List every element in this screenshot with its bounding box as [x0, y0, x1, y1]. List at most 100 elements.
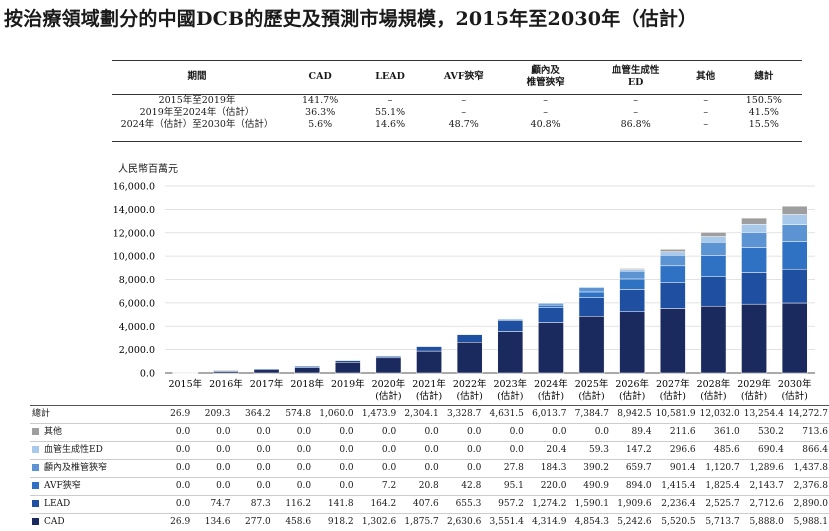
data-cell: 141.8: [313, 495, 356, 514]
cagr-value-cell: –: [387, 95, 393, 106]
cagr-value-cell: 86.8%: [620, 119, 651, 130]
bar-segment-CAD: [334, 362, 361, 374]
data-cell: 13,254.4: [741, 405, 786, 424]
bar-segment-AVF狹窄: [375, 355, 402, 357]
cagr-value-cell: 55.1%: [374, 107, 406, 118]
cagr-row: 2015年至2019年 141.7% – – – – – 150.5%: [112, 95, 802, 108]
cagr-value-cell: 36.3%: [305, 107, 336, 118]
cagr-value-cell: –: [543, 107, 548, 118]
x-category-label: 2024年(估計): [534, 378, 568, 402]
data-cell: 277.0: [232, 513, 273, 531]
data-cell: 20.4: [525, 441, 569, 460]
data-cell: 0.0: [272, 441, 314, 460]
data-cell: 361.0: [697, 423, 742, 442]
data-cell: 0.0: [153, 459, 193, 478]
legend-label: CAD: [44, 517, 65, 527]
cagr-period-cell: 2024年（估計）至2030年（估計）: [120, 119, 274, 130]
cagr-value-cell: –: [461, 95, 467, 106]
bar-segment-CAD: [578, 316, 605, 374]
data-cell: 116.2: [272, 495, 314, 514]
bar-segment-AVF狹窄: [700, 255, 727, 277]
cagr-header-row: 期間 CAD LEAD AVF狹窄 顱內及 椎管狹窄 血管生成性 ED 其他 總計: [112, 60, 802, 95]
bar-segment-其他: [781, 205, 808, 215]
chart-title: 按治療領域劃分的中國DCB的歷史及預測市場規模，2015年至2030年（估計）: [4, 8, 698, 30]
data-cell: 1,302.6: [355, 513, 399, 531]
data-cell: 0.0: [355, 441, 399, 460]
cagr-row: 2024年（估計）至2030年（估計） 5.6% 14.6% 48.7% 40.8% 86…: [112, 119, 802, 131]
cagr-value-cell: –: [543, 95, 548, 106]
y-tick-label: 14,000.0: [113, 205, 155, 216]
data-cell: 26.9: [153, 405, 193, 424]
data-cell: 713.6: [785, 423, 829, 442]
data-cell: 0.0: [398, 441, 441, 460]
cagr-header-5: 血管生成性 ED: [585, 60, 686, 95]
cagr-value-cell: –: [703, 107, 709, 118]
data-cell: 8,942.5: [611, 405, 654, 424]
data-cell: 364.2: [232, 405, 273, 424]
data-row-label-cell: 顱內及椎管狹窄: [30, 459, 154, 478]
x-category-label: 2030年(估計): [778, 378, 812, 402]
data-cell: 530.2: [741, 423, 786, 442]
data-row: LEAD 0.0 74.7 87.3 116.2 141.8 164.2 407.6 655.3…: [30, 495, 829, 514]
chart-bars: [172, 205, 808, 374]
bar-segment-顱內及椎管狹窄: [700, 242, 727, 256]
data-cell: 957.2: [483, 495, 526, 514]
data-cell: 690.4: [741, 441, 786, 460]
bar-segment-CAD: [456, 342, 483, 374]
bar-segment-其他: [659, 249, 686, 253]
data-cell: 209.3: [192, 405, 233, 424]
cagr-header-7: 總計: [725, 60, 802, 95]
cagr-value-cell: –: [461, 107, 467, 118]
cagr-header-3: AVF狹窄: [421, 60, 506, 95]
data-cell: 147.2: [611, 441, 654, 460]
data-row-label-cell: 其他: [30, 423, 154, 442]
data-cell: 574.8: [272, 405, 314, 424]
data-cell: 4,631.5: [483, 405, 526, 424]
data-cell: 1,415.4: [653, 477, 698, 496]
bar-segment-血管生成性ED: [700, 236, 727, 243]
data-cell: 0.0: [232, 477, 273, 496]
data-cell: 0.0: [313, 423, 356, 442]
data-cell: 2,376.8: [785, 477, 829, 496]
cagr-header-2: LEAD: [358, 60, 422, 95]
data-cell: 59.3: [568, 441, 612, 460]
data-cell: 0.0: [355, 459, 399, 478]
x-category-label: 2016年: [209, 378, 243, 390]
bar-segment-AVF狹窄: [619, 278, 646, 290]
legend-swatch: [32, 446, 39, 453]
data-row-label-cell: 血管生成性ED: [30, 441, 154, 460]
legend-label: 其他: [44, 427, 63, 437]
bar-segment-AVF狹窄: [741, 247, 767, 273]
data-cell: 0.0: [483, 441, 526, 460]
bar-segment-其他: [619, 268, 646, 270]
y-tick-label: 4,000.0: [119, 322, 155, 333]
data-cell: 1,437.8: [785, 459, 829, 478]
data-row: AVF狹窄 0.0 0.0 0.0 0.0 0.0 7.2 20.8 42.8 95.1 220.0…: [30, 477, 829, 496]
cagr-header-6: 其他: [685, 60, 726, 95]
cagr-value-cell: 141.7%: [302, 95, 339, 106]
cagr-value-cell: 14.6%: [374, 119, 406, 130]
data-cell: 134.6: [192, 513, 233, 531]
data-cell: 407.6: [398, 495, 441, 514]
x-category-label: 2028年(估計): [697, 378, 731, 402]
data-cell: 1,875.7: [398, 513, 441, 531]
bar-segment-CAD: [619, 311, 646, 374]
bar-segment-其他: [700, 232, 727, 237]
data-cell: 12,032.0: [697, 405, 742, 424]
data-cell: 2,630.6: [440, 513, 484, 531]
data-cell: 95.1: [483, 477, 526, 496]
data-cell: 0.0: [192, 423, 233, 442]
data-cell: 3,328.7: [440, 405, 484, 424]
bar-segment-CAD: [659, 308, 686, 374]
data-cell: 74.7: [192, 495, 233, 514]
data-cell: 5,888.0: [741, 513, 786, 531]
data-cell: 14,272.7: [785, 405, 829, 424]
data-cell: 0.0: [153, 477, 193, 496]
legend-swatch: [32, 518, 39, 525]
cagr-table-bottom-rule: [112, 141, 802, 142]
y-axis-ticks: 0.0 2,000.0 4,000.0 6,000.0 8,000.0 10,000.0 1…: [113, 182, 155, 380]
stacked-bar-chart: 0.0 2,000.0 4,000.0 6,000.0 8,000.0 10,000.0 1…: [113, 182, 815, 402]
data-cell: 5,988.1: [785, 513, 829, 531]
data-cell: 0.0: [355, 423, 399, 442]
x-category-label: 2022年(估計): [453, 378, 487, 402]
